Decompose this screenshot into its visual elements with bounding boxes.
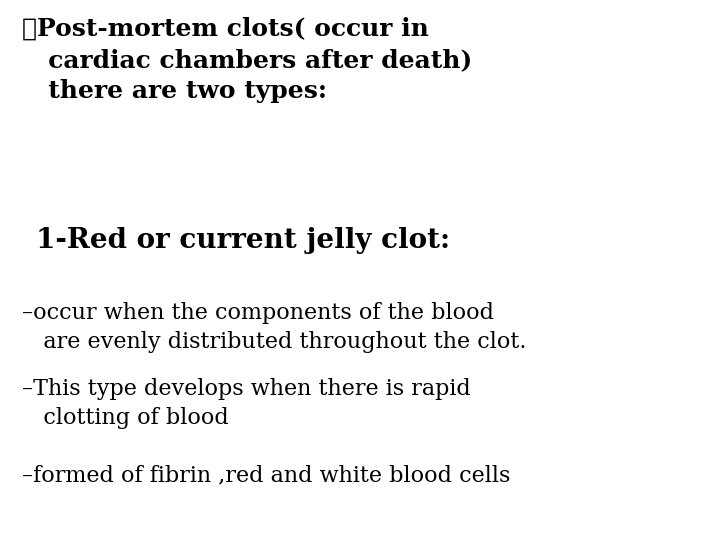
- Text: –This type develops when there is rapid
   clotting of blood: –This type develops when there is rapid …: [22, 378, 470, 429]
- Text: 1-Red or current jelly clot:: 1-Red or current jelly clot:: [36, 227, 450, 254]
- Text: –formed of fibrin ,red and white blood cells: –formed of fibrin ,red and white blood c…: [22, 464, 510, 487]
- Text: ❖Post-mortem clots( occur in
   cardiac chambers after death)
   there are two t: ❖Post-mortem clots( occur in cardiac cha…: [22, 16, 472, 103]
- Text: –occur when the components of the blood
   are evenly distributed throughout the: –occur when the components of the blood …: [22, 302, 526, 353]
